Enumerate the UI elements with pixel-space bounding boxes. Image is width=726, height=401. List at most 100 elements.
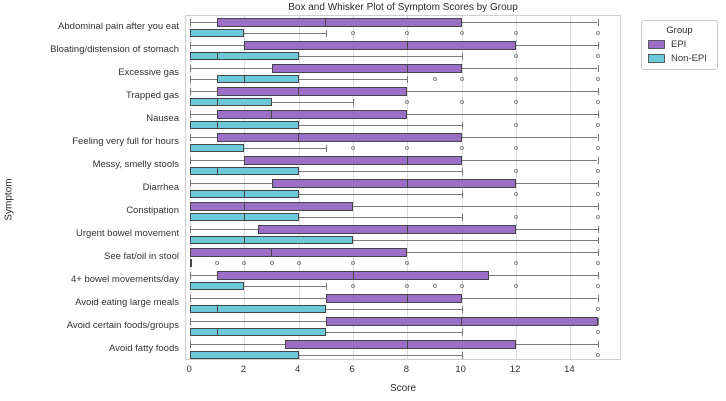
non-epi-median — [189, 143, 191, 153]
non-epi-whisker — [298, 354, 462, 356]
non-epi-box — [190, 143, 245, 153]
non-epi-median — [189, 281, 191, 291]
legend-entry-label: EPI — [671, 39, 687, 50]
non-epi-whisker-cap — [461, 328, 463, 336]
epi-whisker-cap — [597, 18, 599, 26]
legend-entry: Non-EPI — [648, 53, 711, 64]
epi-median — [406, 64, 408, 73]
non-epi-whisker-cap — [461, 167, 463, 175]
x-tick-label: 4 — [295, 364, 301, 375]
non-epi-whisker — [298, 170, 462, 172]
non-epi-median — [216, 327, 218, 337]
non-epi-whisker — [298, 78, 408, 80]
x-tick-label: 14 — [564, 364, 575, 375]
epi-median — [406, 340, 408, 349]
non-epi-whisker-cap — [325, 144, 327, 152]
symptom-row — [186, 108, 620, 131]
epi-box — [217, 110, 408, 119]
non-epi-outlier — [514, 192, 519, 196]
epi-box — [217, 18, 462, 27]
non-epi-box — [190, 281, 245, 291]
y-category-label: Bloating/distension of stomach — [50, 43, 179, 55]
non-epi-median — [243, 212, 245, 222]
non-epi-outlier — [405, 146, 410, 150]
non-epi-outlier — [595, 77, 600, 81]
epi-whisker-cap — [597, 41, 599, 49]
symptom-row — [186, 154, 620, 177]
y-category-label: Excessive gas — [118, 66, 179, 78]
non-epi-box — [190, 51, 299, 61]
epi-median — [461, 317, 463, 326]
epi-box — [325, 294, 462, 303]
epi-box — [244, 156, 462, 165]
epi-median — [271, 248, 273, 257]
non-epi-outlier — [514, 100, 519, 104]
epi-whisker-cap — [597, 340, 599, 348]
non-epi-outlier — [595, 123, 600, 127]
symptom-row — [186, 315, 620, 338]
epi-whisker-cap — [190, 87, 192, 95]
epi-whisker — [190, 90, 218, 92]
epi-whisker-cap — [190, 179, 192, 187]
non-epi-outlier — [405, 100, 410, 104]
epi-whisker — [190, 274, 218, 276]
legend-entry-label: Non-EPI — [671, 53, 707, 64]
non-epi-whisker-cap — [461, 190, 463, 198]
non-epi-outlier — [514, 77, 519, 81]
epi-box — [190, 248, 408, 257]
non-epi-outlier — [459, 146, 464, 150]
epi-whisker — [190, 182, 272, 184]
non-epi-box — [190, 97, 272, 107]
epi-whisker-cap — [190, 133, 192, 141]
non-epi-whisker-cap — [461, 351, 463, 359]
non-epi-box — [190, 350, 299, 360]
non-epi-outlier — [514, 215, 519, 219]
non-epi-whisker-cap — [407, 75, 409, 83]
non-epi-whisker-cap — [461, 213, 463, 221]
epi-median — [298, 87, 300, 96]
non-epi-whisker-cap — [461, 305, 463, 313]
non-epi-outlier — [459, 284, 464, 288]
epi-median — [271, 110, 273, 119]
non-epi-outlier — [405, 284, 410, 288]
non-epi-outlier — [432, 77, 437, 81]
non-epi-box — [190, 120, 299, 130]
legend-color-swatch — [648, 54, 665, 63]
epi-whisker — [190, 136, 218, 138]
y-category-label: Avoid eating large meals — [75, 296, 179, 308]
non-epi-median — [216, 120, 218, 130]
epi-whisker-cap — [597, 202, 599, 210]
epi-box — [244, 41, 517, 50]
legend-color-swatch — [648, 40, 665, 49]
non-epi-outlier — [595, 261, 600, 265]
non-epi-box — [190, 166, 299, 176]
y-category-label: See fat/oil in stool — [104, 250, 179, 262]
epi-box — [285, 340, 517, 349]
non-epi-whisker-cap — [325, 282, 327, 290]
y-category-label: Urgent bowel movement — [76, 227, 179, 239]
non-epi-whisker — [244, 32, 326, 34]
x-tick-label: 8 — [403, 364, 410, 375]
non-epi-whisker-cap — [325, 29, 327, 37]
epi-whisker-cap — [597, 110, 599, 118]
non-epi-outlier — [514, 146, 519, 150]
epi-whisker-cap — [190, 110, 192, 118]
non-epi-box — [190, 304, 326, 314]
epi-median — [406, 225, 408, 234]
non-epi-median — [243, 74, 245, 84]
epi-box — [190, 202, 354, 211]
epi-median — [298, 133, 300, 142]
epi-whisker-cap — [190, 340, 192, 348]
epi-whisker — [190, 320, 326, 322]
non-epi-outlier — [242, 261, 247, 265]
non-epi-box — [217, 74, 299, 84]
non-epi-whisker — [190, 78, 218, 80]
non-epi-outlier — [514, 169, 519, 173]
epi-box — [271, 179, 517, 188]
y-category-label: Nausea — [146, 112, 179, 124]
epi-median — [243, 202, 245, 211]
non-epi-median — [189, 350, 191, 360]
epi-whisker — [407, 251, 598, 253]
legend-entry: EPI — [648, 39, 711, 50]
